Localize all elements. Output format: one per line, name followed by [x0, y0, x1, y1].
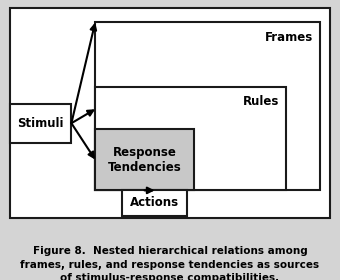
Bar: [95, 87, 286, 190]
Text: Frames: Frames: [265, 31, 313, 44]
Bar: [10, 104, 71, 143]
Bar: [95, 129, 194, 190]
Bar: [10, 8, 330, 218]
Text: Response
Tendencies: Response Tendencies: [108, 146, 181, 174]
Text: Rules: Rules: [242, 95, 279, 108]
Bar: [122, 190, 187, 216]
Text: Stimuli: Stimuli: [18, 117, 64, 130]
Text: Actions: Actions: [130, 197, 179, 209]
Bar: [95, 22, 320, 190]
Text: Figure 8.  Nested hierarchical relations among
frames, rules, and response tende: Figure 8. Nested hierarchical relations …: [20, 246, 320, 280]
